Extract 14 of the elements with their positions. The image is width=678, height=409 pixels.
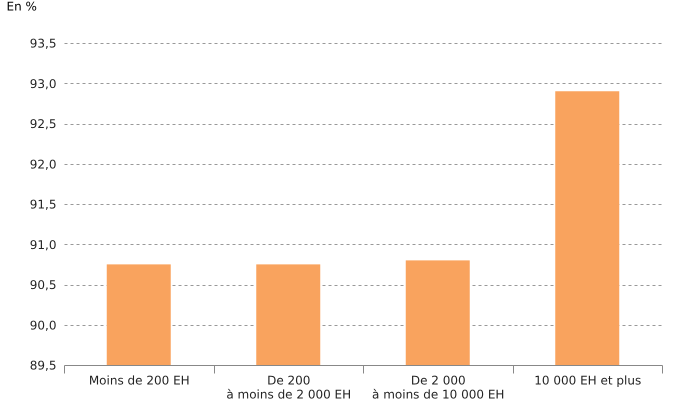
y-tick-label: 91,0 (30, 238, 56, 252)
x-tick-label: De 2 000 à moins de 10 000 EH (372, 374, 504, 402)
y-tick-label: 89,5 (30, 358, 56, 372)
x-tick-label: Moins de 200 EH (88, 374, 190, 388)
y-axis-title: En % (6, 0, 37, 14)
y-tick-label: 92,5 (30, 117, 56, 131)
y-tick-label: 90,0 (30, 318, 56, 332)
y-tick-label: 92,0 (30, 157, 56, 172)
x-tick-label: 10 000 EH et plus (534, 374, 642, 388)
y-tick-label: 90,5 (30, 278, 56, 292)
y-tick-label: 93,0 (30, 76, 56, 91)
y-tick-label: 91,5 (30, 198, 56, 212)
x-tick-label: De 200 à moins de 2 000 EH (226, 374, 352, 402)
y-tick-label: 93,5 (30, 36, 56, 50)
